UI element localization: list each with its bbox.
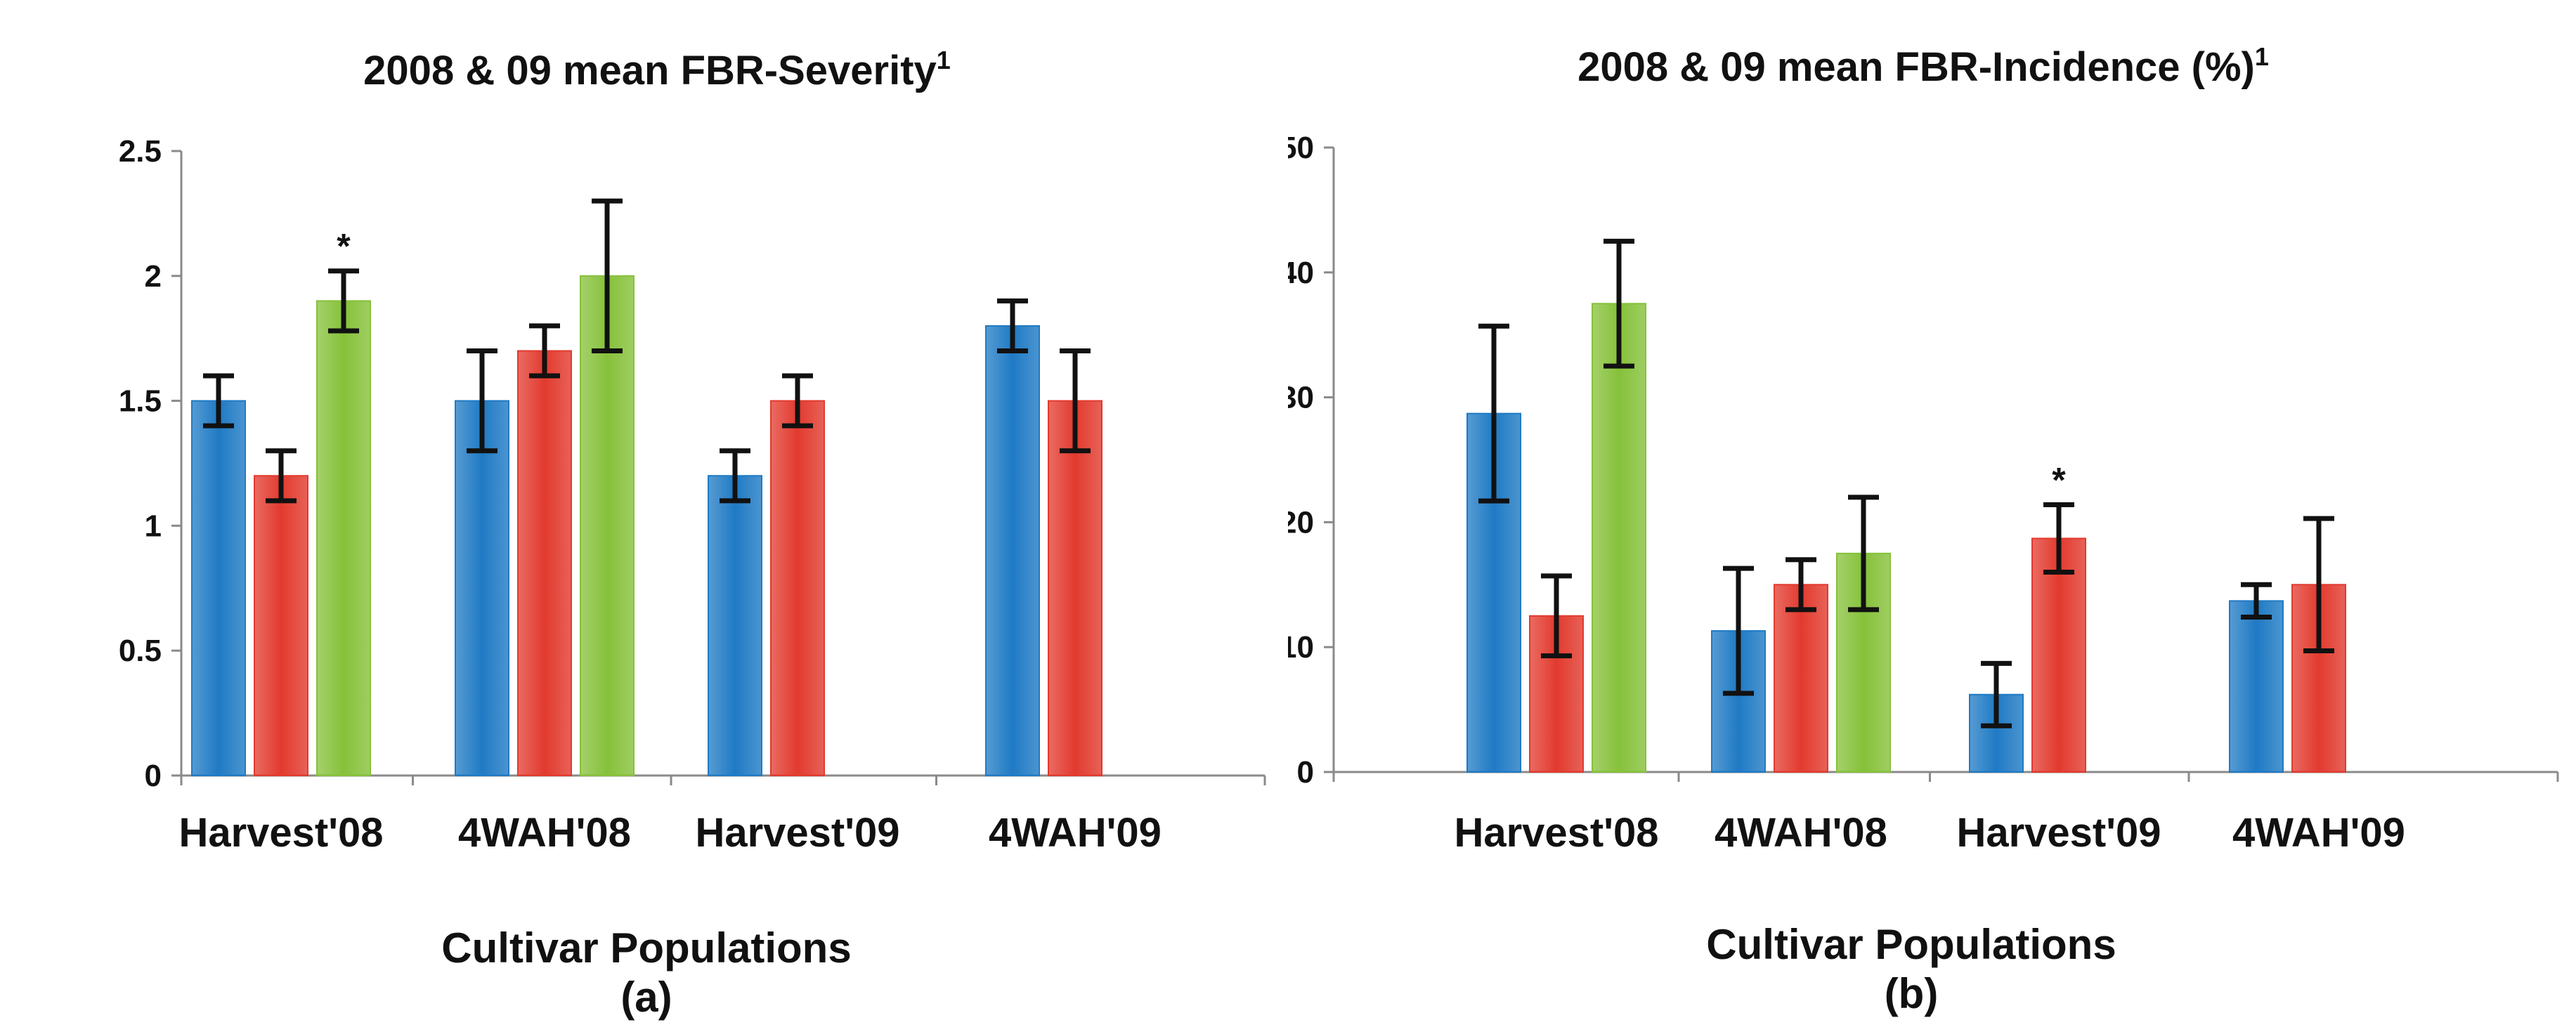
chart-a-y-tick-label: 2.5	[119, 134, 162, 169]
chart-b-title-superscript: 1	[2255, 42, 2269, 71]
chart-b-bar-red	[1774, 584, 1828, 773]
chart-b-y-tick-label: 40	[1288, 256, 1314, 290]
chart-a-x-axis-label: Cultivar Populations	[441, 924, 851, 972]
chart-a-y-tick-label: 2	[145, 259, 162, 294]
chart-b-category-label: Harvest'09	[1956, 810, 2161, 856]
chart-a-bar-green	[580, 275, 635, 776]
chart-b-significance-marker: *	[2052, 461, 2066, 500]
chart-b-category-label: 4WAH'09	[2232, 810, 2405, 856]
chart-a-significance-marker: *	[337, 227, 351, 266]
chart-b-bar-blue	[2229, 600, 2284, 773]
chart-a-panel-label: (a)	[620, 974, 672, 1021]
chart-a-category-label: 4WAH'09	[989, 810, 1162, 856]
chart-a-bar-green	[316, 300, 371, 776]
chart-b-category-label: Harvest'08	[1454, 810, 1658, 856]
chart-a-bar-blue	[191, 400, 246, 776]
chart-b-title-main: 2008 & 09 mean FBR-Incidence (%)	[1578, 44, 2255, 90]
chart-a-bar-red	[254, 475, 308, 777]
chart-a-title: 2008 & 09 mean FBR-Severity1	[363, 46, 951, 93]
chart-b-y-tick-label: 0	[1297, 755, 1314, 790]
chart-a-svg: 2008 & 09 mean FBR-Severity100.511.522.5…	[119, 46, 1266, 1021]
chart-panel-a: 2008 & 09 mean FBR-Severity1 0 0.5 1 1.5 2 2.5…	[119, 46, 1266, 1021]
chart-a-title-main: 2008 & 09 mean FBR-Severity	[363, 48, 937, 93]
chart-a-bar-blue	[455, 400, 509, 776]
chart-a-bar-blue	[708, 475, 762, 777]
chart-b-title: 2008 & 09 mean FBR-Incidence (%)1	[1578, 42, 2269, 90]
chart-b-y-tick-label: 10	[1288, 630, 1314, 665]
chart-b-svg: 2008 & 09 mean FBR-Incidence (%)10102030…	[1288, 42, 2559, 1017]
chart-a-bar-blue	[985, 325, 1040, 777]
chart-a-title-superscript: 1	[937, 46, 951, 74]
chart-a-y-tick-label: 1	[145, 509, 162, 543]
chart-b-category-label: 4WAH'08	[1715, 810, 1887, 856]
chart-b-y-tick-label: 20	[1288, 505, 1314, 539]
chart-a-bar-red	[770, 400, 825, 776]
chart-b-bar-green	[1592, 303, 1646, 773]
chart-panel-b: 2008 & 09 mean FBR-Incidence (%)1 0 10 20 30…	[1288, 0, 2576, 1027]
chart-a-category-label: Harvest'09	[695, 810, 899, 856]
chart-b-y-tick-label: 30	[1288, 381, 1314, 415]
chart-a-category-label: Harvest'08	[178, 810, 383, 856]
chart-a-bar-red	[517, 350, 572, 777]
chart-b-bar-red	[2031, 537, 2086, 773]
chart-a-y-tick-label: 1.5	[119, 384, 162, 419]
chart-a-y-tick-label: 0	[145, 759, 162, 793]
chart-a-bar-red	[1048, 400, 1102, 776]
chart-b-y-tick-label: 50	[1288, 131, 1314, 165]
chart-b-panel-label: (b)	[1885, 970, 1939, 1017]
chart-a-category-label: 4WAH'08	[458, 810, 631, 856]
chart-a-y-tick-label: 0.5	[119, 634, 162, 668]
chart-b-x-axis-label: Cultivar Populations	[1706, 921, 2116, 968]
